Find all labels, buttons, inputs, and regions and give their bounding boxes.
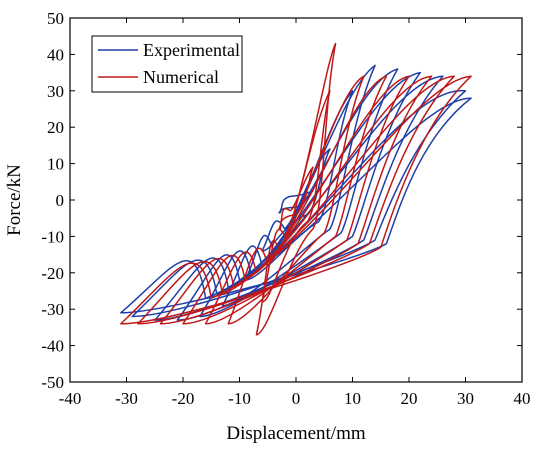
y-tick-label: 10 <box>47 155 64 174</box>
x-axis-label: Displacement/mm <box>226 423 366 444</box>
x-tick-label: -40 <box>59 389 82 408</box>
loop-numerical-0 <box>278 166 314 230</box>
loop-experimental-5 <box>176 71 422 321</box>
y-tick-label: 40 <box>47 45 64 64</box>
y-tick-label: -40 <box>41 337 64 356</box>
series-layer <box>120 42 472 336</box>
ticks-layer: -40 -30 -20 -10 0 10 20 30 40-50-40-30-20-100102… <box>41 9 530 408</box>
loop-experimental-7 <box>131 90 467 318</box>
x-tick-label: 0 <box>292 389 301 408</box>
x-tick-label: 20 <box>401 389 418 408</box>
x-tick-label: -10 <box>228 389 251 408</box>
x-tick-label: -30 <box>115 389 138 408</box>
legend-box <box>91 35 243 93</box>
x-tick-label: 10 <box>344 389 361 408</box>
y-tick-label: 0 <box>56 191 65 210</box>
y-tick-label: -20 <box>41 264 64 283</box>
loop-numerical-5 <box>182 75 410 325</box>
y-tick-label: -10 <box>41 227 64 246</box>
loop-experimental-8 <box>120 97 472 314</box>
legend: Experimental Numerical <box>91 35 243 93</box>
loop-numerical-2 <box>255 42 337 336</box>
y-tick-label: 20 <box>47 118 64 137</box>
loop-numerical-6 <box>159 75 433 325</box>
loop-numerical-7 <box>137 75 455 325</box>
y-tick-label: 50 <box>47 9 64 28</box>
x-tick-label: -20 <box>172 389 195 408</box>
loop-numerical-1 <box>261 90 331 303</box>
series-numerical <box>120 42 472 336</box>
y-tick-label: 30 <box>47 82 64 101</box>
loop-numerical-8 <box>120 75 472 325</box>
y-tick-label: -30 <box>41 300 64 319</box>
y-axis-label: Force/kN <box>4 164 25 236</box>
legend-label-experimental: Experimental <box>143 40 240 60</box>
x-tick-label: 40 <box>514 389 531 408</box>
loop-experimental-3 <box>221 64 376 307</box>
legend-label-numerical: Numerical <box>143 67 219 87</box>
loop-numerical-4 <box>204 75 388 325</box>
y-tick-label: -50 <box>41 373 64 392</box>
series-experimental <box>120 64 472 321</box>
x-tick-label: 30 <box>457 389 474 408</box>
